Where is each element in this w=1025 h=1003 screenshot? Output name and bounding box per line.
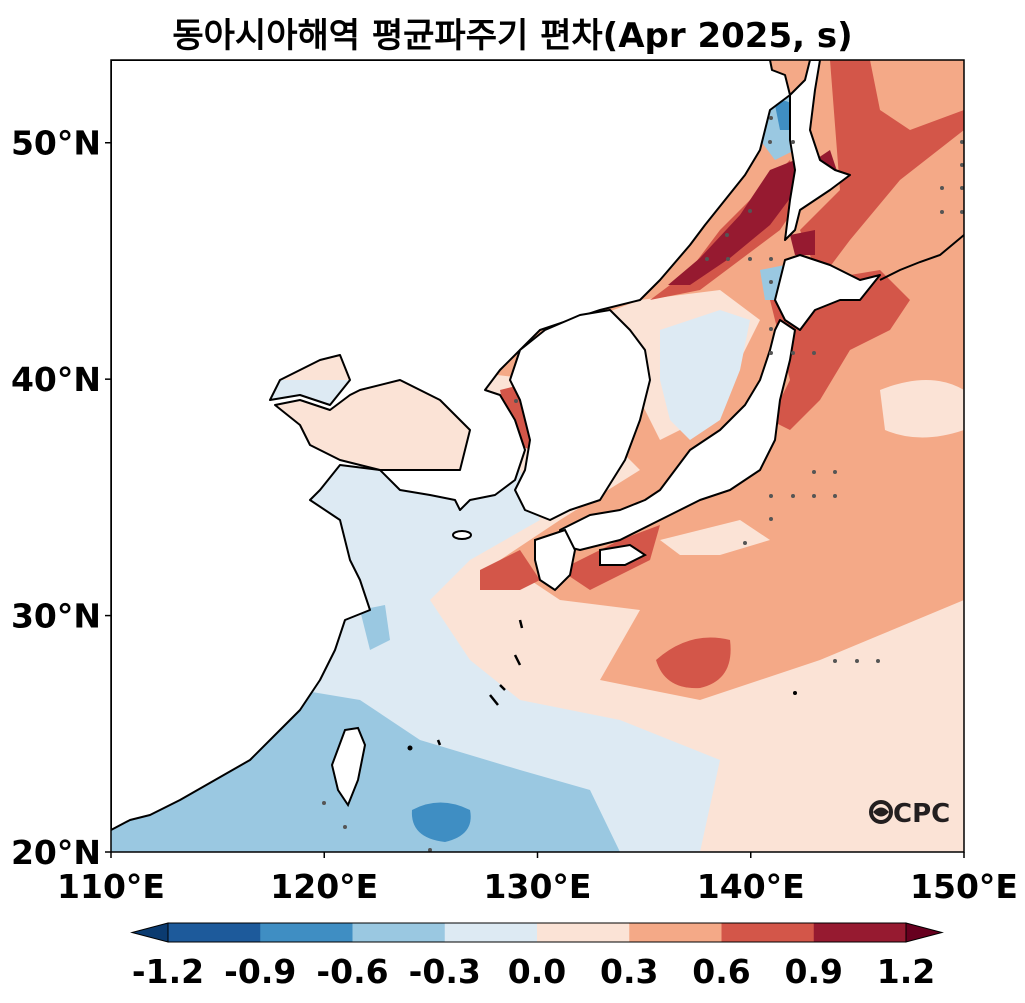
stipple-dot	[960, 186, 964, 190]
stipple-dot	[769, 494, 773, 498]
stipple-dot	[876, 659, 880, 663]
stipple-dot	[833, 470, 837, 474]
stipple-dot	[940, 186, 944, 190]
stipple-dot	[769, 327, 773, 331]
land-sakhalin	[784, 60, 851, 241]
y-tick-label: 50°N	[11, 124, 101, 163]
y-tick-label: 30°N	[11, 597, 101, 636]
contour-band-0.9-1.2-tatar	[790, 230, 815, 255]
sea-bohai-yellow	[274, 379, 471, 471]
stipple-dot	[769, 351, 773, 355]
land-small-island	[793, 691, 797, 695]
x-tick-label: 140°E	[697, 867, 805, 906]
land-kuril-islands	[879, 234, 964, 281]
land-kyushu	[534, 528, 577, 592]
stipple-dot	[812, 494, 816, 498]
contour-band-neg0.3-0.0-east-sea	[660, 310, 750, 440]
colorbar: -1.2 -0.9 -0.6 -0.3 0.0 0.3 0.6 0.9 1.2	[130, 922, 944, 991]
stipple-dot	[960, 163, 964, 167]
contour-band-neg0.9-neg0.6	[411, 802, 471, 842]
colorbar-tick-label: 0.0	[508, 952, 566, 991]
colorbar-under-arrow	[130, 922, 169, 943]
logo-mark-icon	[869, 800, 893, 824]
x-tick-label: 130°E	[484, 867, 592, 906]
stipple-dot	[769, 280, 773, 284]
colorbar-tick-label: -0.6	[316, 952, 388, 991]
stipple-dot	[812, 470, 816, 474]
stipple-dot	[725, 233, 729, 237]
land-ryukyu-islands	[436, 619, 524, 746]
stipple-dot	[791, 494, 795, 498]
stipple-dot	[791, 140, 795, 144]
significance-stipple	[322, 116, 964, 852]
colorbar-segment	[444, 923, 538, 942]
cpc-logo: CPC	[869, 799, 950, 829]
logo-eye-icon	[873, 807, 889, 817]
x-tick-label: 120°E	[270, 867, 378, 906]
contour-band-0.6-0.9-south	[656, 637, 731, 689]
land-small-island	[407, 745, 413, 751]
stipple-dot	[812, 351, 816, 355]
contour-band-0.6-0.9-korea-strait	[480, 550, 540, 590]
colorbar-segment	[352, 923, 446, 942]
stipple-dot	[322, 801, 326, 805]
stipple-dot	[833, 494, 837, 498]
colorbar-tick-label: 0.3	[600, 952, 658, 991]
land-korea	[509, 309, 651, 521]
contour-band-0.0-0.3-pacific	[880, 380, 964, 438]
contour-band-0.9-1.2-primorye	[668, 160, 800, 285]
stipple-dot	[743, 541, 747, 545]
colorbar-tick-label: -0.9	[224, 952, 296, 991]
contour-band-neg0.6-neg0.3-small	[360, 605, 390, 650]
colorbar-segment	[537, 923, 630, 942]
stipple-dot	[726, 257, 730, 261]
colorbar-segment	[721, 923, 815, 942]
stipple-dot	[960, 210, 964, 214]
stipple-dot	[343, 825, 347, 829]
x-tick-label: 150°E	[910, 867, 1018, 906]
stipple-dot	[428, 848, 432, 852]
y-tick-label: 20°N	[11, 833, 101, 872]
stipple-dot	[833, 659, 837, 663]
stipple-dot	[768, 140, 772, 144]
stipple-dot	[940, 210, 944, 214]
x-tick-label: 110°E	[57, 867, 165, 906]
land-hokkaido	[774, 254, 881, 331]
stipple-dot	[769, 116, 773, 120]
land-jeju	[452, 530, 472, 540]
colorbar-over-arrow	[905, 922, 944, 943]
colorbar-outline	[167, 922, 907, 943]
stipple-dot	[791, 351, 795, 355]
map-plot-area	[111, 60, 964, 852]
colorbar-segment	[629, 923, 722, 942]
x-axis-ticks: 110°E 120°E 130°E 140°E 150°E	[57, 852, 1018, 906]
colorbar-segment	[813, 923, 907, 942]
stipple-dot	[769, 517, 773, 521]
land-shikoku	[599, 543, 647, 566]
stipple-dot	[748, 257, 752, 261]
stipple-dot	[769, 257, 773, 261]
stipple-dot	[514, 399, 518, 403]
y-tick-label: 40°N	[11, 360, 101, 399]
colorbar-tick-label: -0.3	[409, 952, 481, 991]
logo-text: CPC	[893, 799, 950, 829]
colorbar-tick-label: 1.2	[877, 952, 935, 991]
stipple-dot	[748, 209, 752, 213]
y-axis-ticks: 20°N 30°N 40°N 50°N	[11, 124, 111, 872]
colorbar-tick-label: 0.9	[785, 952, 843, 991]
colorbar-segment	[168, 923, 261, 942]
contour-band-0.0-0.3-south	[660, 520, 770, 555]
colorbar-tick-label: 0.6	[692, 952, 750, 991]
stipple-dot	[855, 659, 859, 663]
colorbar-segment	[260, 923, 353, 942]
contour-band-0.3-0.6-north	[870, 60, 964, 130]
stipple-dot	[960, 140, 964, 144]
stipple-dot	[705, 257, 709, 261]
map-title: 동아시아해역 평균파주기 편차(Apr 2025, s)	[172, 16, 853, 56]
land-taiwan	[330, 726, 367, 808]
colorbar-tick-label: -1.2	[132, 952, 204, 991]
